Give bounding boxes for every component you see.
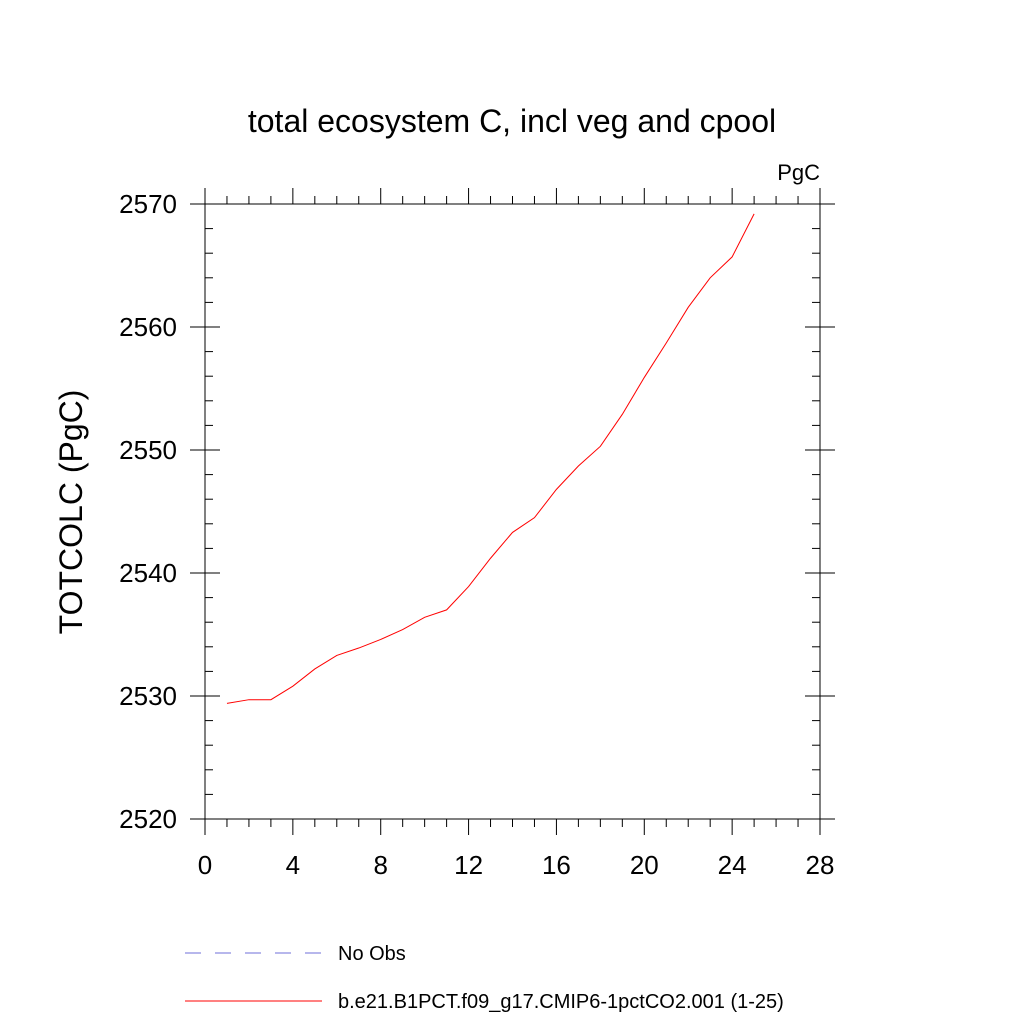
y-tick-label: 2560 [119, 312, 177, 342]
x-tick-label: 24 [718, 850, 747, 880]
units-label: PgC [777, 160, 820, 185]
legend: No Obs b.e21.B1PCT.f09_g17.CMIP6-1pctCO2.… [185, 943, 784, 1013]
x-tick-label: 8 [373, 850, 387, 880]
legend-label-1: b.e21.B1PCT.f09_g17.CMIP6-1pctCO2.001 (1… [338, 991, 784, 1013]
chart-title: total ecosystem C, incl veg and cpool [248, 103, 776, 139]
y-tick-label: 2530 [119, 681, 177, 711]
x-tick-label: 28 [806, 850, 835, 880]
axis-ticks [190, 188, 835, 835]
y-tick-label: 2550 [119, 435, 177, 465]
y-axis-label: TOTCOLC (PgC) [53, 390, 89, 635]
plot-frame [204, 203, 821, 820]
legend-label-0: No Obs [338, 943, 406, 965]
x-tick-label: 20 [630, 850, 659, 880]
y-tick-label: 2540 [119, 558, 177, 588]
x-tick-label: 4 [286, 850, 300, 880]
data-series [226, 213, 755, 704]
y-tick-label: 2570 [119, 189, 177, 219]
x-tick-label: 0 [198, 850, 212, 880]
series-line-1 [226, 213, 755, 704]
x-tick-label: 12 [454, 850, 483, 880]
x-tick-label: 16 [542, 850, 571, 880]
y-tick-label: 2520 [119, 804, 177, 834]
axis-tick-labels: 0 4 8 12 16 20 24 28 2520 2530 2540 2550 2560 2570 [119, 189, 834, 880]
